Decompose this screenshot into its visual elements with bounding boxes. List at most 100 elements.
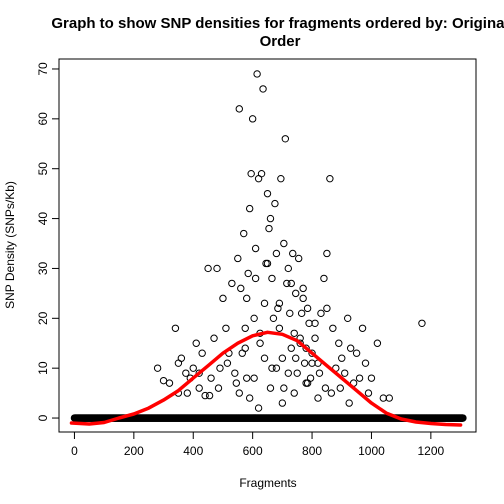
- scatter-point: [205, 391, 214, 400]
- scatter-point: [214, 384, 223, 392]
- scatter-point: [293, 369, 301, 377]
- scatter-point: [263, 259, 272, 268]
- scatter-point: [287, 279, 295, 288]
- scatter-point: [272, 249, 281, 258]
- zero-point: [459, 414, 467, 422]
- scatter-points: [153, 70, 426, 412]
- scatter-point: [250, 374, 258, 382]
- scatter-point: [361, 359, 370, 367]
- scatter-point: [303, 379, 312, 387]
- scatter-point: [241, 344, 249, 352]
- chart-title-line-2: Order: [260, 33, 301, 50]
- scatter-point: [182, 369, 190, 377]
- scatter-point: [153, 364, 162, 372]
- scatter-point: [299, 294, 307, 303]
- x-tick-label: 1200: [418, 444, 445, 458]
- x-tick-label: 1000: [358, 444, 385, 458]
- y-tick-label: 60: [36, 112, 50, 126]
- scatter-point: [320, 274, 328, 283]
- scatter-point: [385, 394, 393, 402]
- scatter-point: [189, 364, 197, 372]
- scatter-point: [278, 354, 287, 362]
- y-tick-label: 70: [36, 62, 50, 76]
- scatter-point: [302, 379, 310, 387]
- scatter-point: [308, 359, 316, 367]
- x-tick-label: 800: [302, 444, 322, 458]
- scatter-point: [219, 294, 227, 303]
- scatter-point: [216, 364, 224, 372]
- scatter-point: [278, 399, 287, 407]
- scatter-point: [265, 224, 273, 233]
- scatter-point: [283, 279, 291, 288]
- scatter-point: [232, 379, 241, 387]
- scatter-point: [335, 339, 343, 347]
- scatter-point: [207, 374, 215, 382]
- scatter-point: [263, 189, 272, 198]
- x-axis: 0 200 400 600 800 1000 1200: [71, 431, 445, 458]
- scatter-point: [284, 369, 292, 377]
- scatter-point: [311, 334, 319, 342]
- scatter-point: [300, 359, 309, 367]
- scatter-point: [303, 304, 312, 313]
- scatter-point: [253, 70, 261, 78]
- scatter-point: [247, 169, 255, 178]
- scatter-point: [192, 339, 200, 347]
- scatter-point: [345, 399, 353, 407]
- scatter-point: [343, 314, 352, 323]
- scatter-point: [183, 389, 192, 397]
- scatter-point: [299, 284, 307, 293]
- scatter-point: [201, 391, 209, 400]
- scatter-point: [228, 279, 236, 288]
- scatter-point: [159, 376, 168, 385]
- scatter-point: [195, 369, 203, 377]
- scatter-point: [292, 354, 300, 362]
- scatter-point: [296, 339, 304, 347]
- x-tick-label: 0: [71, 444, 78, 458]
- scatter-point: [235, 105, 243, 113]
- scatter-point: [222, 324, 230, 332]
- chart-title-line-1: Graph to show SNP densities for fragment…: [51, 15, 504, 32]
- scatter-point: [245, 394, 254, 402]
- y-tick-label: 10: [36, 361, 50, 375]
- scatter-point: [241, 324, 249, 332]
- scatter-point: [198, 349, 206, 357]
- trend-curve: [69, 330, 463, 427]
- scatter-point: [268, 364, 276, 372]
- scatter-point: [352, 349, 361, 357]
- scatter-point: [210, 334, 218, 342]
- scatter-point: [290, 329, 298, 337]
- scatter-point: [323, 304, 331, 313]
- scatter-point: [259, 85, 267, 93]
- scatter-point: [213, 264, 221, 273]
- scatter-point: [294, 254, 303, 263]
- scatter-point: [235, 389, 243, 397]
- x-tick-label: 400: [183, 444, 203, 458]
- y-tick-label: 20: [36, 311, 50, 325]
- y-axis: 0 10 20 30 40 50 60 70: [36, 62, 60, 421]
- scatter-point: [244, 269, 252, 278]
- scatter-point: [251, 244, 260, 253]
- scatter-point: [358, 324, 367, 332]
- y-axis-label: SNP Density (SNPs/Kb): [3, 181, 17, 309]
- scatter-point: [341, 369, 349, 377]
- scatter-point: [286, 309, 294, 318]
- scatter-point: [315, 369, 324, 377]
- scatter-point: [260, 299, 269, 308]
- scatter-point: [364, 389, 373, 397]
- scatter-point: [223, 359, 232, 367]
- scatter-point: [289, 249, 297, 258]
- scatter-point: [308, 349, 316, 357]
- scatter-point: [243, 374, 251, 382]
- scatter-point: [274, 304, 282, 313]
- scatter-point: [292, 289, 300, 298]
- x-tick-label: 200: [124, 444, 144, 458]
- scatter-point: [287, 344, 295, 352]
- scatter-point: [272, 364, 281, 372]
- scatter-point: [323, 249, 331, 258]
- scatter-point: [373, 339, 382, 347]
- scatter-point: [266, 384, 275, 392]
- scatter-point: [204, 264, 212, 273]
- scatter-point: [231, 369, 239, 377]
- scatter-point: [338, 354, 346, 362]
- scatter-point: [171, 324, 180, 332]
